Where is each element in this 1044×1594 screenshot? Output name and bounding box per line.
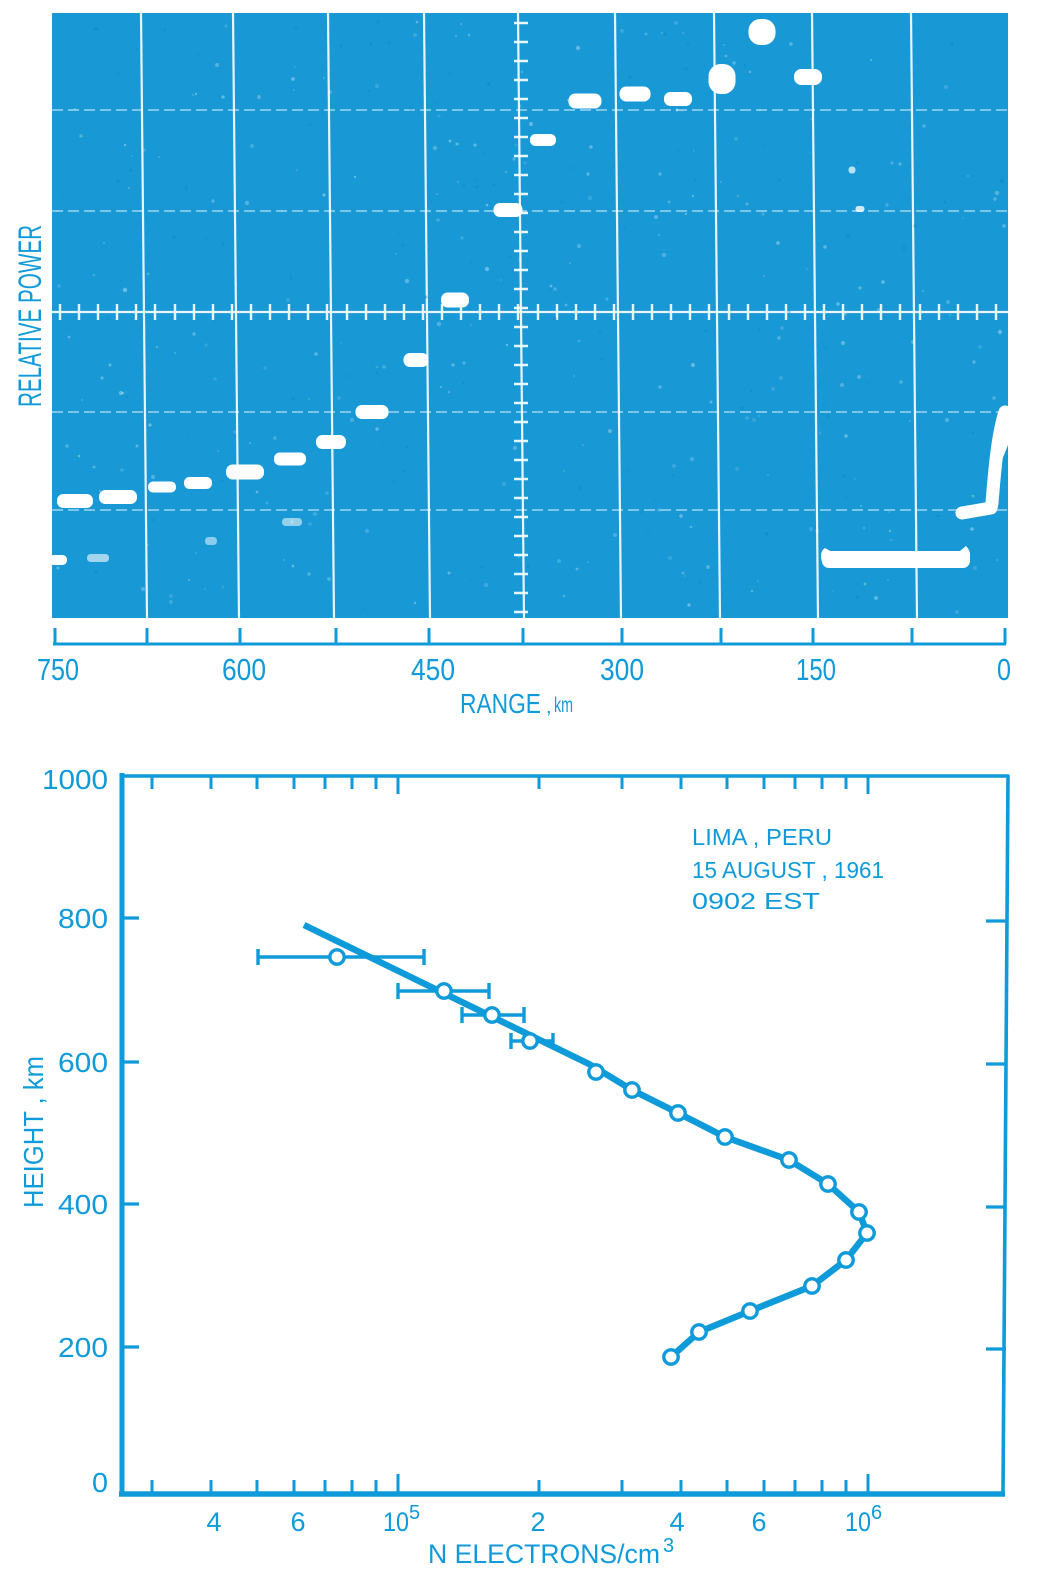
svg-text:N ELECTRONS/cm: N ELECTRONS/cm [428, 1539, 660, 1569]
svg-text:RELATIVE POWER: RELATIVE POWER [12, 225, 48, 407]
svg-text:300: 300 [600, 652, 644, 687]
svg-text:6: 6 [290, 1507, 305, 1537]
svg-text:RANGE: RANGE [460, 688, 541, 719]
svg-text:600: 600 [222, 652, 266, 687]
svg-text:450: 450 [411, 652, 455, 687]
svg-text:4: 4 [669, 1507, 684, 1537]
svg-text:6: 6 [871, 1502, 882, 1524]
svg-text:10: 10 [383, 1507, 409, 1537]
svg-text:10: 10 [845, 1507, 871, 1537]
svg-text:200: 200 [58, 1332, 108, 1363]
svg-text:800: 800 [58, 903, 108, 934]
svg-text:HEIGHT , km: HEIGHT , km [18, 1056, 49, 1208]
svg-text:0: 0 [997, 652, 1011, 687]
svg-text:4: 4 [206, 1507, 221, 1537]
svg-text:750: 750 [37, 652, 79, 687]
svg-text:5: 5 [409, 1502, 420, 1524]
svg-text:1000: 1000 [42, 764, 108, 795]
svg-text:0: 0 [92, 1467, 108, 1498]
svg-text:,: , [546, 696, 552, 718]
svg-text:6: 6 [751, 1507, 766, 1537]
svg-text:LIMA , PERU: LIMA , PERU [692, 824, 832, 850]
svg-text:150: 150 [796, 652, 836, 687]
svg-text:400: 400 [58, 1189, 108, 1220]
svg-text:600: 600 [58, 1047, 108, 1078]
svg-text:2: 2 [530, 1507, 545, 1537]
svg-text:3: 3 [663, 1535, 674, 1557]
svg-text:0902 EST: 0902 EST [692, 888, 820, 914]
svg-text:15 AUGUST , 1961: 15 AUGUST , 1961 [692, 857, 884, 883]
svg-text:km: km [554, 694, 573, 717]
